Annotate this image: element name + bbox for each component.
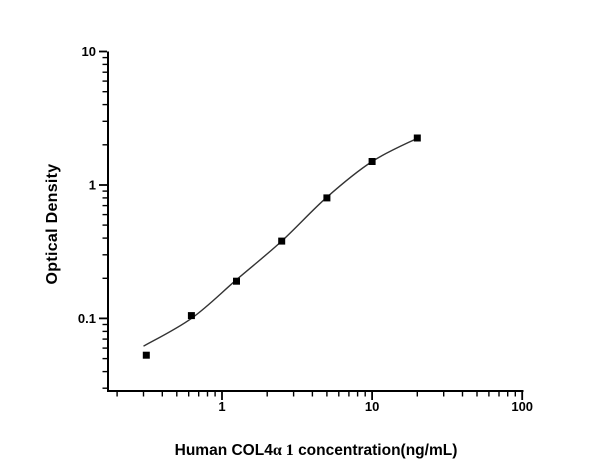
x-axis-title-prefix: Human COL4 (174, 442, 273, 459)
x-axis-title-suffix: concentration(ng/mL) (293, 442, 458, 459)
y-axis-title: Optical Density (44, 164, 62, 285)
data-point-marker (278, 237, 286, 245)
data-point-marker (142, 351, 150, 359)
x-tick-label: 1 (218, 399, 225, 414)
x-tick-label: 100 (511, 399, 533, 414)
y-tick-label: 0.1 (78, 311, 96, 326)
data-point-marker (233, 277, 240, 285)
y-axis-title-text: Optical Density (44, 163, 61, 285)
x-axis-title: Human COL4α 1 concentration(ng/mL) (175, 442, 458, 460)
data-point-marker (323, 194, 331, 202)
data-point-marker (187, 312, 195, 320)
x-tick-label: 10 (365, 399, 379, 414)
y-tick-label: 10 (82, 44, 96, 59)
x-axis-title-greek: α 1 (272, 442, 294, 459)
data-point-marker (368, 158, 376, 165)
y-tick-label: 1 (89, 178, 96, 193)
data-point-marker (413, 134, 421, 142)
